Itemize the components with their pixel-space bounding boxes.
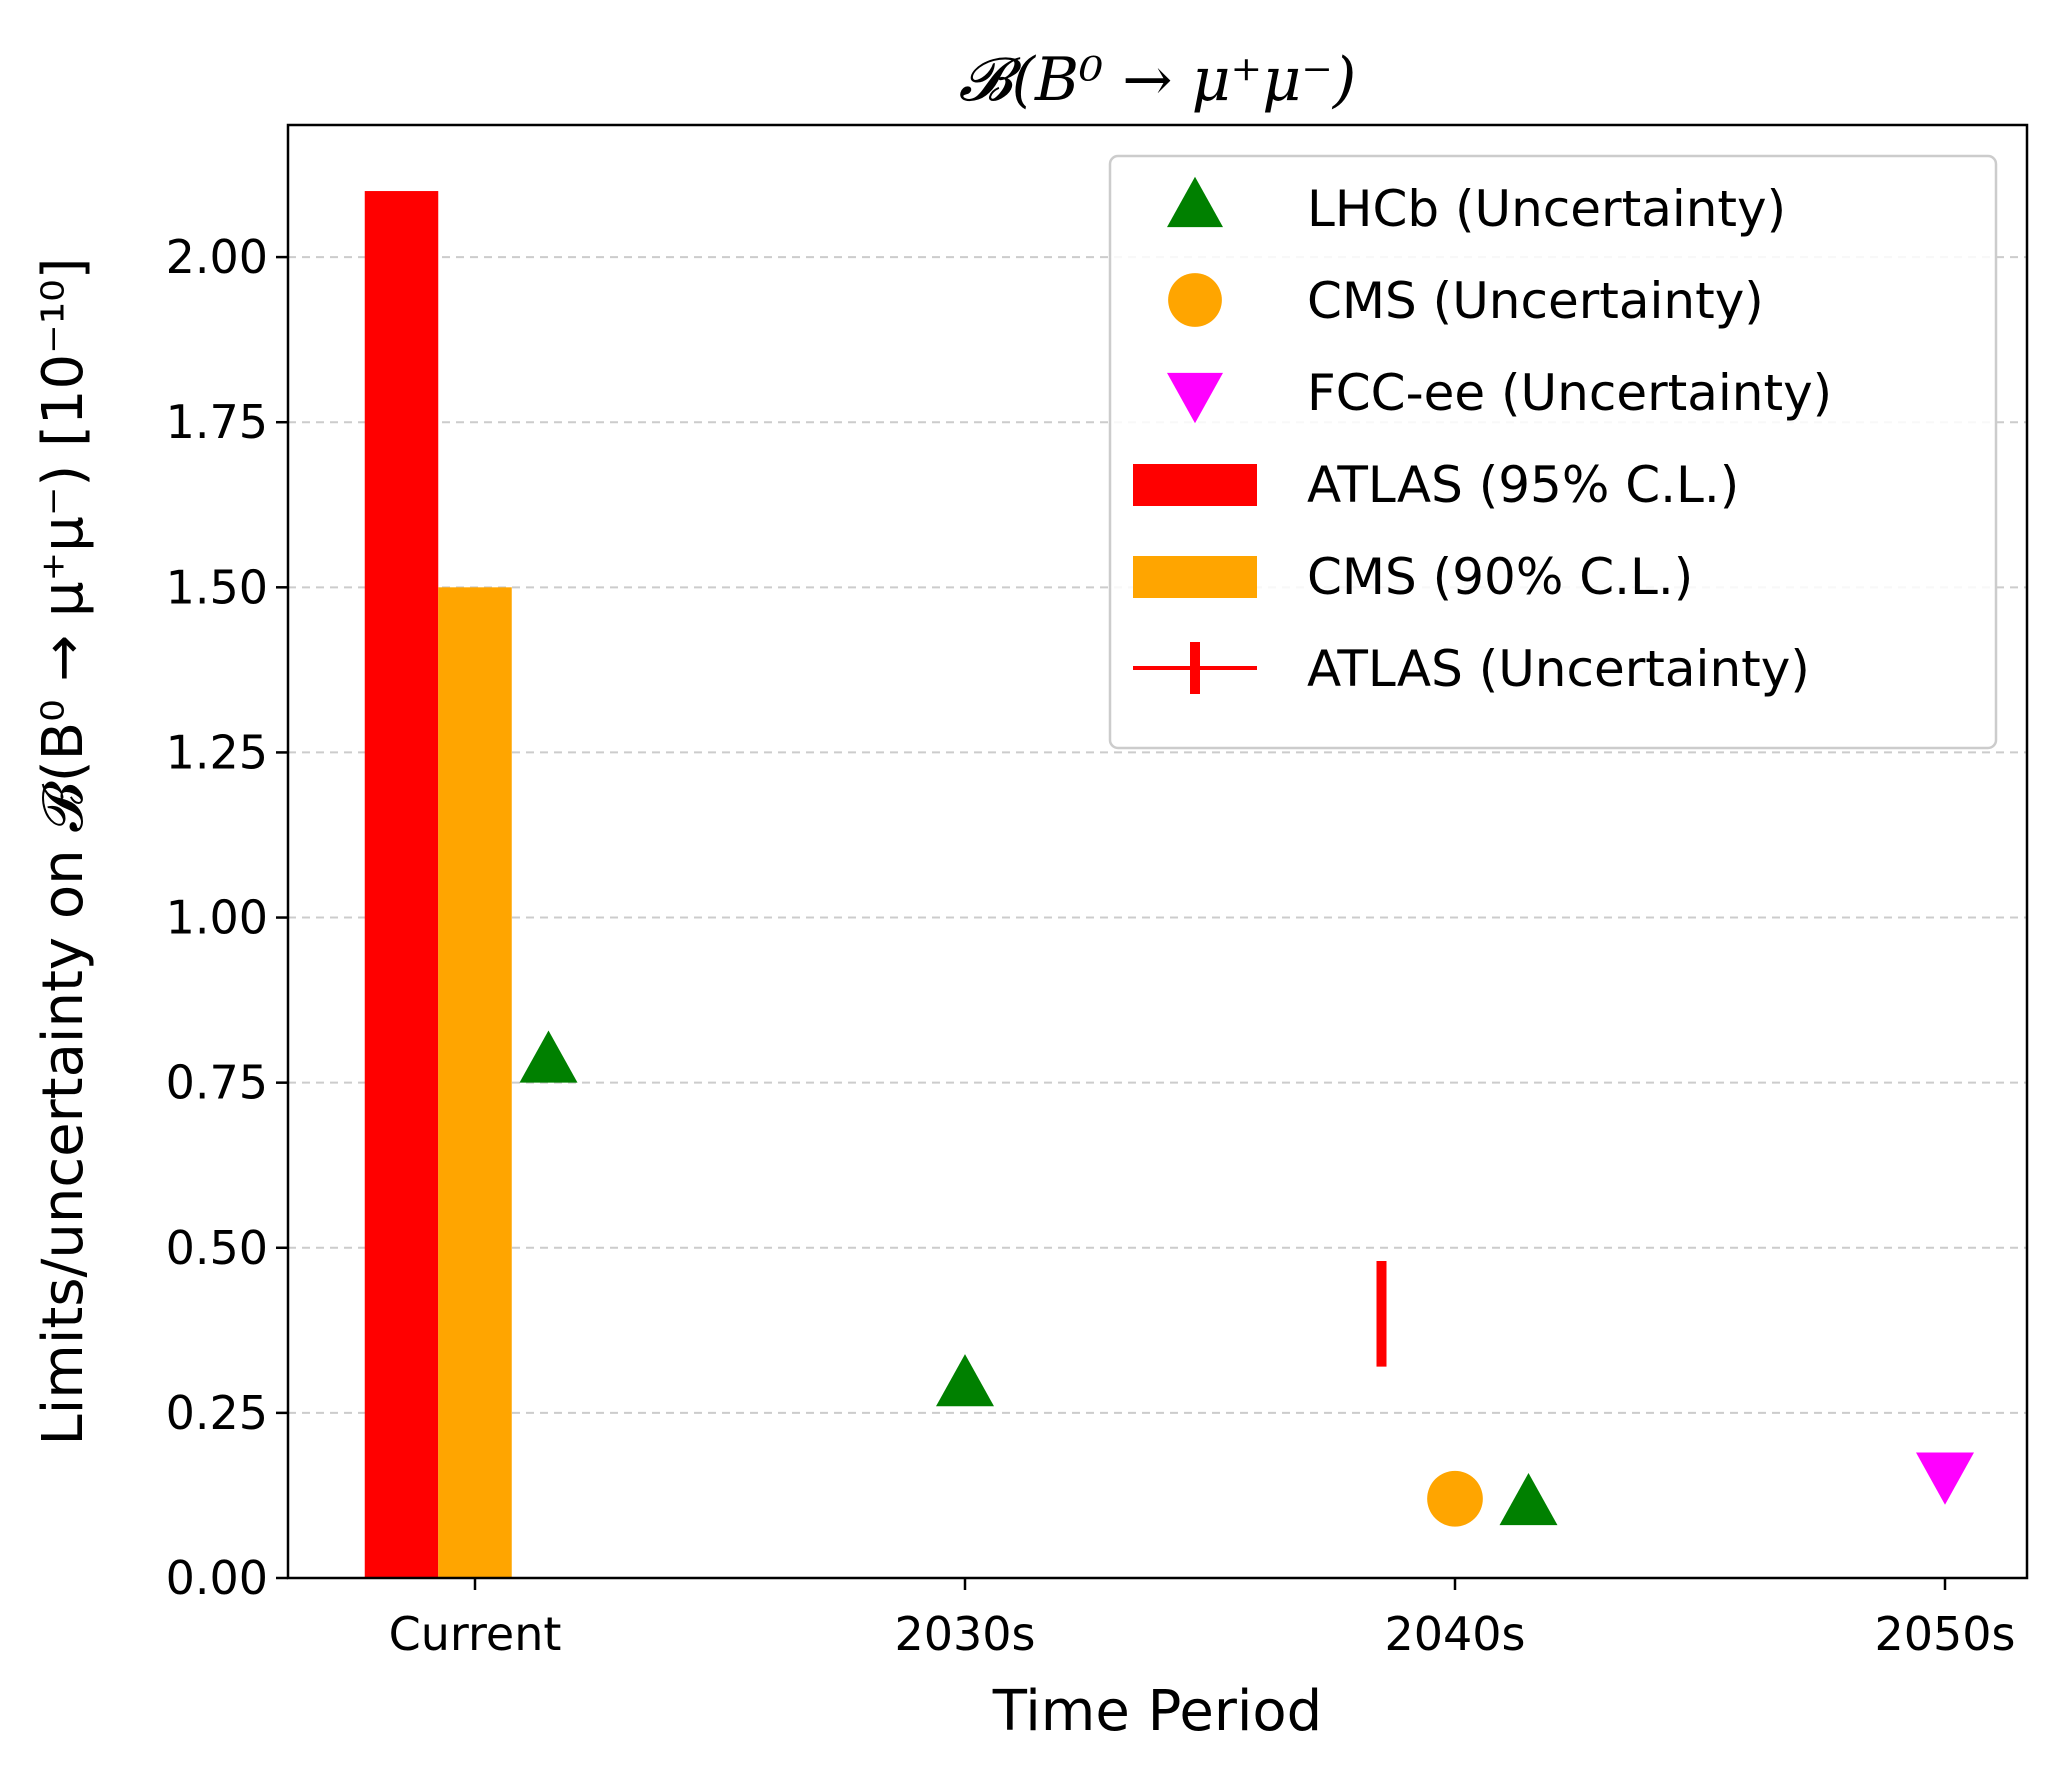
plot-frame xyxy=(286,123,2029,1580)
bar xyxy=(364,191,439,1579)
data-point xyxy=(1916,1452,1974,1505)
legend-label: ATLAS (Uncertainty) xyxy=(1307,640,1810,698)
bars xyxy=(364,191,512,1579)
legend-label: CMS (Uncertainty) xyxy=(1307,272,1764,330)
legend-swatch xyxy=(1167,176,1223,228)
x-axis: Current 2030s 2040s 2050s xyxy=(389,1578,2016,1661)
y-axis-title: Limits/uncertainty on 𝓑(B⁰ → μ⁺μ⁻) [10⁻¹… xyxy=(31,258,96,1446)
legend-swatch xyxy=(1167,372,1223,424)
y-tick-label: 1.00 xyxy=(166,891,268,945)
data-point xyxy=(1499,1472,1558,1526)
legend-swatch xyxy=(1168,273,1222,327)
x-tick-label: 2040s xyxy=(1384,1607,1525,1661)
data-point xyxy=(936,1354,994,1407)
legend-label: FCC-ee (Uncertainty) xyxy=(1307,364,1832,422)
legend-swatch xyxy=(1133,464,1257,506)
y-tick-label: 2.00 xyxy=(166,230,268,284)
x-tick-label: 2050s xyxy=(1874,1607,2015,1661)
y-tick-label: 0.00 xyxy=(166,1551,268,1605)
y-tick-label: 0.50 xyxy=(166,1221,268,1275)
x-axis-title: Time Period xyxy=(992,1679,1322,1744)
y-tick-label: 0.25 xyxy=(166,1386,268,1440)
legend-box xyxy=(1108,154,1998,750)
x-tick-label: 2030s xyxy=(894,1607,1035,1661)
y-tick-label: 0.75 xyxy=(166,1056,268,1110)
legend-label: ATLAS (95% C.L.) xyxy=(1307,456,1739,514)
y-axis: 0.00 0.25 0.50 0.75 1.00 1.25 1.50 1.75 2.00 xyxy=(166,230,288,1605)
legend-swatch xyxy=(1133,556,1257,598)
chart-title: 𝓑(B⁰ → μ⁺μ⁻) xyxy=(959,45,1357,115)
y-tick-label: 1.75 xyxy=(166,395,268,449)
y-tick-label: 1.25 xyxy=(166,725,268,779)
y-tick-label: 1.50 xyxy=(166,560,268,614)
markers xyxy=(519,1030,1974,1527)
legend: LHCb (Uncertainty) CMS (Uncertainty) FCC-e… xyxy=(1108,154,1998,750)
bar xyxy=(438,587,512,1578)
legend-label: CMS (90% C.L.) xyxy=(1307,548,1693,606)
x-tick-label: Current xyxy=(389,1607,562,1661)
data-point xyxy=(1427,1470,1483,1527)
legend-label: LHCb (Uncertainty) xyxy=(1307,180,1786,238)
data-point xyxy=(519,1030,578,1083)
